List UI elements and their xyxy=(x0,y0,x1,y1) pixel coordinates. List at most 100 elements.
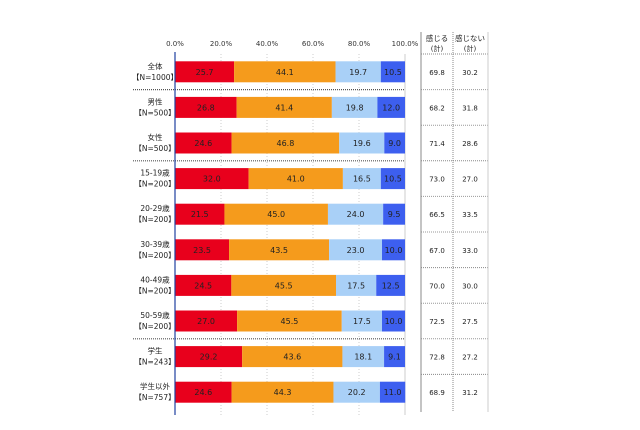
table-header: 感じる xyxy=(426,33,449,43)
x-tick-label: 60.0% xyxy=(302,40,325,48)
bar-value-label: 17.5 xyxy=(347,281,365,290)
table-value: 73.0 xyxy=(429,176,445,184)
bar-value-label: 41.0 xyxy=(287,175,305,184)
bar-value-label: 26.8 xyxy=(197,103,215,112)
table-value: 31.8 xyxy=(462,104,478,112)
bar-segment xyxy=(248,168,343,190)
table-value: 30.2 xyxy=(462,69,478,77)
x-tick-label: 100.0% xyxy=(392,40,419,48)
bar-segment xyxy=(175,274,232,296)
bar-segment xyxy=(175,96,237,118)
bar-value-label: 9.1 xyxy=(388,353,401,362)
table-value: 31.2 xyxy=(462,389,478,397)
bar-segment xyxy=(175,346,243,368)
bar-segment xyxy=(175,61,235,83)
bar-segment xyxy=(175,310,238,332)
category-label: 女性 xyxy=(148,132,163,142)
bar-segment xyxy=(329,239,382,261)
bar-value-label: 12.5 xyxy=(382,281,400,290)
table-value: 27.5 xyxy=(462,318,478,326)
bar-segment xyxy=(379,381,406,403)
bar-value-label: 10.5 xyxy=(384,175,402,184)
bar-value-label: 25.7 xyxy=(196,68,214,77)
bar-value-label: 24.6 xyxy=(194,388,212,397)
table-value: 33.0 xyxy=(462,247,478,255)
bar-segment xyxy=(175,168,249,190)
category-label: 50-59歳 xyxy=(140,310,170,320)
bar-segment xyxy=(384,132,405,154)
bar-value-label: 17.5 xyxy=(353,317,371,326)
category-n-label: 【N=200】 xyxy=(134,215,175,224)
bar-value-label: 21.5 xyxy=(191,210,209,219)
bar-value-label: 45.5 xyxy=(275,281,293,290)
table-value: 33.5 xyxy=(462,211,478,219)
category-n-label: 【N=757】 xyxy=(134,393,175,402)
category-label: 男性 xyxy=(148,96,163,106)
bar-segment xyxy=(231,274,336,296)
table-value: 69.8 xyxy=(429,69,445,77)
bar-segment xyxy=(342,346,385,368)
bar-value-label: 45.5 xyxy=(281,317,299,326)
bar-segment xyxy=(377,96,405,118)
bar-value-label: 44.3 xyxy=(274,388,292,397)
bar-segment xyxy=(175,203,225,225)
bar-value-label: 41.4 xyxy=(275,103,293,112)
bar-segment xyxy=(384,346,405,368)
table-header: 感じない xyxy=(455,33,485,43)
category-n-label: 【N=1000】 xyxy=(132,73,178,82)
bar-segment xyxy=(333,381,380,403)
bar-value-label: 10.0 xyxy=(385,246,403,255)
bar-value-label: 44.1 xyxy=(276,68,294,77)
bar-segment xyxy=(339,132,385,154)
bar-segment xyxy=(342,168,381,190)
table-value: 27.2 xyxy=(462,354,478,362)
category-label: 15-19歳 xyxy=(140,168,170,178)
category-n-label: 【N=200】 xyxy=(134,322,175,331)
table-header-sub: (計) xyxy=(431,44,444,53)
bar-segment xyxy=(336,274,377,296)
bar-value-label: 43.6 xyxy=(283,353,301,362)
bar-value-label: 19.8 xyxy=(346,103,364,112)
category-label: 全体 xyxy=(148,61,163,71)
bar-segment xyxy=(236,96,332,118)
category-n-label: 【N=200】 xyxy=(134,180,175,189)
bar-value-label: 32.0 xyxy=(203,175,221,184)
category-label: 学生以外 xyxy=(140,381,170,391)
bar-segment xyxy=(380,168,405,190)
bar-segment xyxy=(234,61,336,83)
category-label: 30-39歳 xyxy=(140,239,170,249)
bar-value-label: 10.0 xyxy=(385,317,403,326)
bar-segment xyxy=(242,346,343,368)
table-value: 67.0 xyxy=(429,247,445,255)
bar-segment xyxy=(341,310,382,332)
bar-segment xyxy=(335,61,381,83)
bar-value-label: 16.5 xyxy=(353,175,371,184)
bar-segment xyxy=(175,132,232,154)
x-tick-label: 40.0% xyxy=(256,40,279,48)
bar-value-label: 9.0 xyxy=(388,139,401,148)
table-header-sub: (計) xyxy=(464,44,477,53)
category-n-label: 【N=500】 xyxy=(134,144,175,153)
bar-value-label: 23.5 xyxy=(193,246,211,255)
bar-value-label: 19.7 xyxy=(349,68,367,77)
table-value: 71.4 xyxy=(429,140,445,148)
bar-value-label: 10.5 xyxy=(384,68,402,77)
table-value: 66.5 xyxy=(429,211,445,219)
bar-value-label: 43.5 xyxy=(270,246,288,255)
bar-value-label: 29.2 xyxy=(200,353,218,362)
bar-value-label: 45.0 xyxy=(267,210,285,219)
category-n-label: 【N=243】 xyxy=(134,358,175,367)
table-value: 68.9 xyxy=(429,389,445,397)
bar-value-label: 27.0 xyxy=(197,317,215,326)
table-value: 68.2 xyxy=(429,104,445,112)
bar-segment xyxy=(382,310,405,332)
bar-segment xyxy=(237,310,342,332)
category-n-label: 【N=200】 xyxy=(134,251,175,260)
category-n-label: 【N=200】 xyxy=(134,286,175,295)
bar-value-label: 23.0 xyxy=(347,246,365,255)
bar-segment xyxy=(224,203,328,225)
bar-value-label: 11.0 xyxy=(384,388,402,397)
category-label: 40-49歳 xyxy=(140,274,170,284)
